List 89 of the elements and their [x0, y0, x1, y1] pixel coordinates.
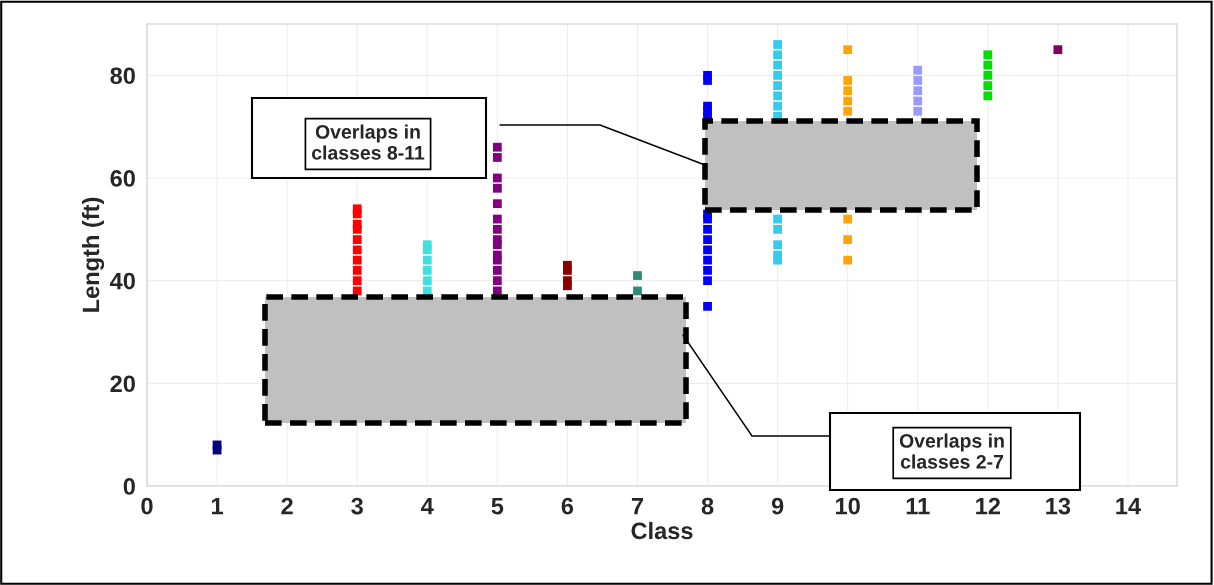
point — [843, 96, 853, 106]
point — [773, 224, 782, 234]
point — [913, 86, 923, 96]
x-tick-label: 10 — [836, 497, 860, 515]
annotation: Overlaps in classes 8-11 — [312, 124, 425, 160]
x-tick-label: 12 — [976, 497, 1000, 515]
x-axis-title: Class — [631, 521, 693, 540]
point — [492, 199, 502, 209]
point — [703, 76, 712, 85]
point — [773, 91, 782, 101]
point — [352, 255, 362, 265]
x-tick-label: 5 — [491, 497, 504, 515]
point — [703, 255, 712, 265]
x-tick-label: 9 — [771, 497, 784, 515]
point — [843, 106, 853, 116]
point — [703, 266, 712, 275]
point — [773, 214, 782, 224]
point — [422, 255, 432, 265]
point — [352, 235, 362, 244]
point — [1053, 45, 1063, 55]
point — [983, 50, 993, 60]
point — [773, 50, 782, 60]
point — [773, 255, 782, 265]
point — [422, 266, 432, 275]
point — [633, 271, 642, 280]
point — [563, 281, 572, 291]
x-tick-label: 4 — [421, 497, 434, 515]
point — [492, 276, 502, 286]
y-tick-label: 40 — [109, 272, 135, 290]
point — [422, 245, 432, 255]
point — [492, 240, 502, 250]
x-tick-label: 3 — [351, 497, 363, 515]
point — [843, 76, 853, 85]
x-tick-label: 14 — [1116, 497, 1141, 515]
point — [913, 96, 923, 106]
x-tick-label: 1 — [211, 497, 223, 515]
point — [703, 276, 712, 286]
point — [563, 266, 572, 275]
point — [633, 286, 642, 296]
point — [703, 224, 712, 234]
point — [773, 101, 782, 111]
point — [352, 209, 362, 219]
y-tick-label: 80 — [110, 67, 135, 85]
x-tick-label: 6 — [561, 497, 574, 515]
point — [492, 214, 502, 224]
point — [773, 70, 782, 80]
point — [983, 81, 993, 90]
point — [492, 266, 502, 275]
point — [843, 45, 853, 55]
point — [703, 214, 712, 224]
point — [422, 276, 432, 286]
point — [773, 40, 782, 49]
point — [492, 183, 502, 193]
point — [352, 276, 362, 286]
x-tick-label: 0 — [141, 497, 153, 515]
point — [703, 301, 712, 311]
point — [843, 86, 853, 96]
y-tick-label: 0 — [123, 478, 135, 495]
point — [492, 224, 502, 234]
y-tick-label: 60 — [110, 170, 135, 187]
x-tick-label: 8 — [701, 497, 714, 515]
x-tick-label: 7 — [631, 497, 643, 515]
x-tick-label: 2 — [281, 497, 293, 515]
point — [913, 65, 923, 75]
point — [352, 266, 362, 275]
x-tick-label: 13 — [1046, 497, 1071, 515]
point — [773, 240, 782, 250]
point — [913, 76, 923, 85]
point — [703, 245, 712, 255]
point — [983, 70, 993, 80]
point — [773, 60, 782, 70]
point — [843, 235, 853, 244]
x-tick-label: 11 — [906, 497, 930, 515]
y-axis-title: Length (ft) — [81, 197, 105, 312]
point — [492, 173, 502, 183]
point — [843, 214, 853, 224]
y-tick-label: 20 — [110, 375, 135, 393]
point — [703, 235, 712, 244]
annotation: Overlaps in classes 2-7 — [899, 433, 1004, 469]
point — [843, 255, 853, 265]
point — [352, 224, 362, 234]
point — [983, 91, 993, 101]
point — [492, 142, 502, 152]
point — [492, 153, 502, 162]
point — [913, 106, 923, 116]
point — [492, 255, 502, 265]
point — [983, 60, 993, 70]
point — [773, 81, 782, 90]
point — [352, 245, 362, 255]
